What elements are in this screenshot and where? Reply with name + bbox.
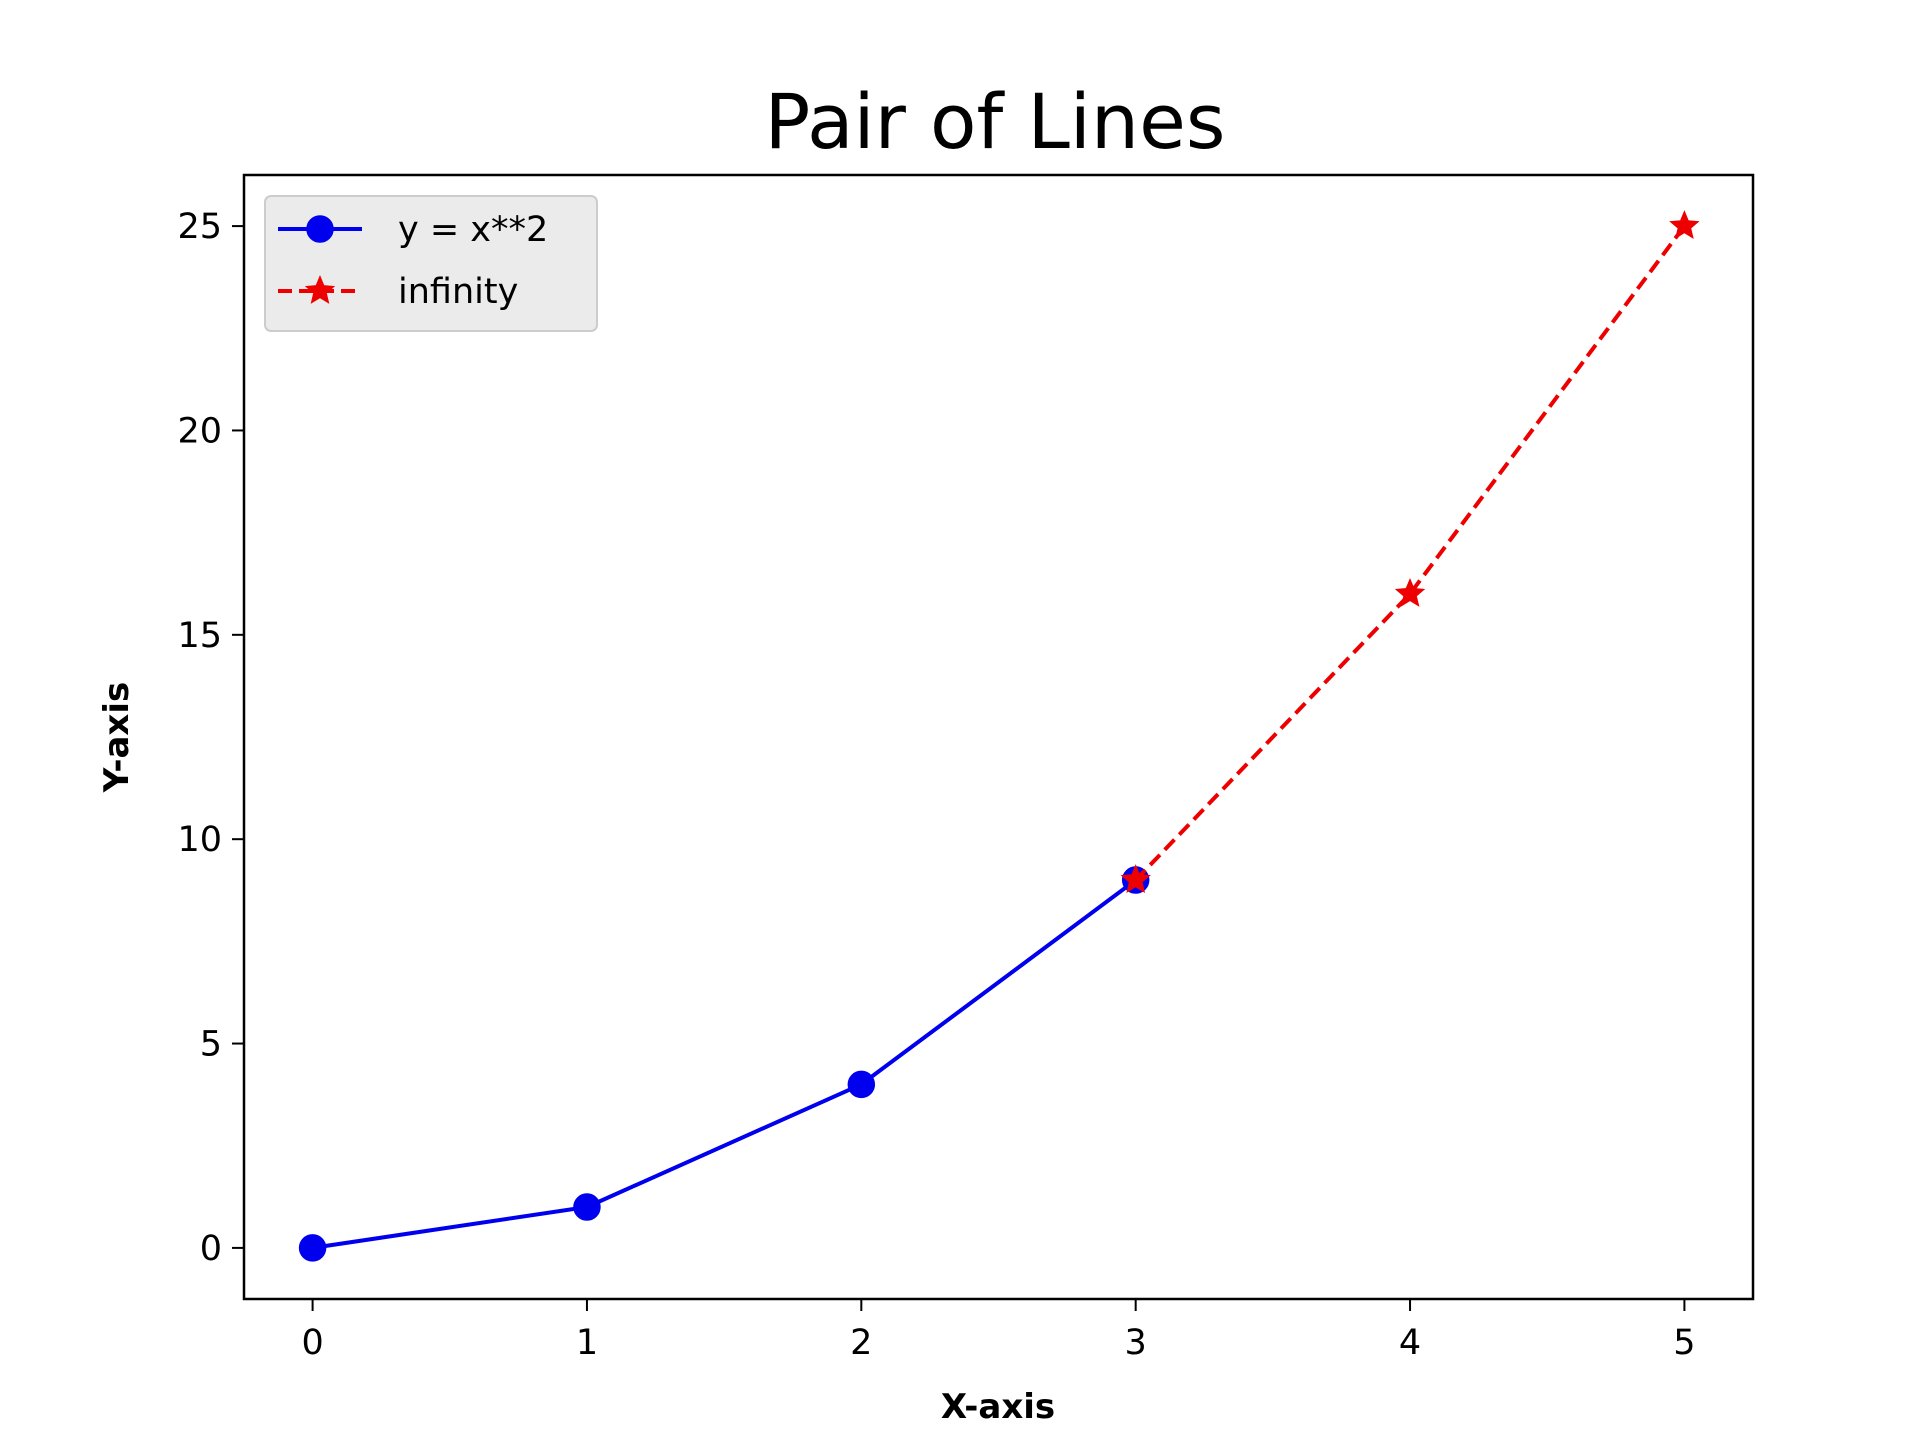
series-line <box>312 878 1137 1250</box>
x-tick-label: 0 <box>301 1323 323 1363</box>
series-line <box>1134 224 1687 882</box>
y-tick-label: 20 <box>177 411 222 451</box>
x-tick-label: 5 <box>1673 1323 1695 1363</box>
legend-entry-label: y = x**2 <box>398 210 548 250</box>
y-tick-label: 10 <box>177 820 222 860</box>
y-tick-label: 0 <box>200 1229 222 1269</box>
y-tick-label: 5 <box>200 1025 222 1065</box>
x-axis: 0 1 2 3 4 5 <box>301 1299 1696 1363</box>
legend-entry-label: infinity <box>398 272 518 312</box>
series-2 <box>1120 210 1700 893</box>
data-point <box>1120 864 1151 893</box>
legend-marker <box>306 215 334 243</box>
y-axis: 0 5 10 15 20 25 <box>177 207 244 1269</box>
data-point <box>847 1070 876 1099</box>
data-point <box>573 1193 601 1221</box>
y-tick-label: 15 <box>177 616 222 656</box>
x-tick-label: 4 <box>1399 1323 1421 1363</box>
series-layer <box>298 210 1700 1262</box>
data-point <box>1669 210 1700 239</box>
legend: y = x**2 infinity <box>264 195 598 332</box>
data-point <box>298 1234 327 1262</box>
y-axis-label: Y-axis <box>97 682 137 794</box>
legend-marker <box>304 275 336 304</box>
x-axis-label: X-axis <box>941 1387 1055 1427</box>
y-tick-label: 25 <box>177 207 222 247</box>
x-tick-label: 3 <box>1125 1323 1147 1363</box>
chart-title: Pair of Lines <box>765 77 1226 166</box>
x-tick-label: 1 <box>576 1323 598 1363</box>
data-point <box>1394 577 1426 607</box>
plot-area <box>242 173 1755 1301</box>
series-1 <box>298 866 1150 1262</box>
x-tick-label: 2 <box>850 1323 872 1363</box>
